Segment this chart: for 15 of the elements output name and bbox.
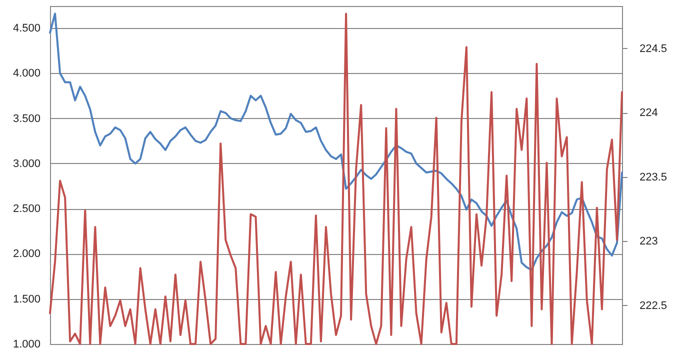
- y2-tick-label: 224: [640, 107, 658, 120]
- y-tick-label: 1.000: [12, 338, 40, 350]
- y-tick-label: 3.500: [12, 112, 40, 125]
- line-series: [49, 12, 623, 345]
- y2-tick-label: 223: [640, 236, 658, 248]
- y-tick-label: 1.500: [12, 293, 40, 306]
- y-tick-label: 2.000: [12, 248, 40, 260]
- y2-tick-label: 222.5: [640, 300, 668, 312]
- y2-tick-label: 223.5: [640, 171, 668, 184]
- y-tick-label: 3.000: [12, 158, 40, 170]
- y-tick-label: 2.500: [12, 203, 40, 216]
- line-series: [49, 12, 623, 271]
- y-tick-label: 4.000: [12, 68, 40, 80]
- y2-tick-label: 224.5: [640, 42, 668, 55]
- y-tick-label: 4.500: [12, 22, 40, 35]
